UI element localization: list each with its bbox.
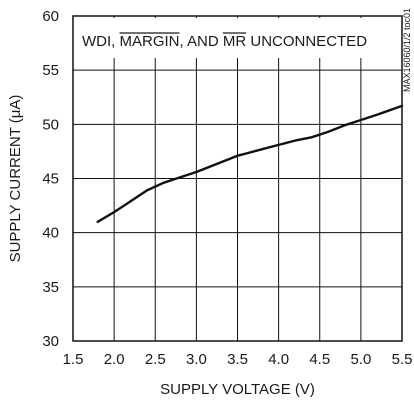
y-tick-label: 50 (42, 116, 59, 133)
annotation-part: UNCONNECTED (246, 33, 367, 50)
plot-frame (72, 15, 403, 342)
x-tick-label: 2.5 (145, 351, 166, 368)
annotation-text: WDI, MARGIN, AND MR UNCONNECTED (82, 33, 367, 50)
y-axis-label: SUPPLY CURRENT (μA) (7, 95, 24, 263)
y-axis-ticks: 30 35 40 45 50 55 60 (42, 8, 59, 350)
annotation-part: MR (223, 33, 246, 50)
x-axis-ticks: 1.5 2.0 2.5 3.0 3.5 4.0 4.5 5.0 5.5 (63, 351, 413, 368)
figure-id-label: MAX16060/1/2 toc01 (402, 8, 412, 92)
y-tick-label: 35 (42, 279, 59, 296)
x-tick-label: 3.5 (227, 351, 248, 368)
x-axis-label: SUPPLY VOLTAGE (V) (160, 381, 315, 398)
x-tick-label: 2.0 (104, 351, 125, 368)
annotation-box (75, 18, 376, 58)
x-tick-label: 5.0 (350, 351, 371, 368)
x-tick-label: 4.5 (309, 351, 330, 368)
annotation-part: MARGIN (120, 33, 180, 50)
x-tick-label: 4.0 (268, 351, 289, 368)
grid-layer (73, 16, 402, 341)
y-tick-label: 40 (42, 225, 59, 242)
annotation-part: WDI, (82, 33, 120, 50)
annotation-part: , AND (180, 33, 223, 50)
series-line (96, 104, 404, 224)
y-tick-label: 55 (42, 62, 59, 79)
x-tick-label: 5.5 (392, 351, 413, 368)
data-layer (96, 104, 404, 224)
y-tick-label: 60 (42, 8, 59, 25)
x-tick-label: 1.5 (63, 351, 84, 368)
y-tick-label: 30 (42, 333, 59, 350)
y-tick-label: 45 (42, 171, 59, 188)
x-tick-label: 3.0 (186, 351, 207, 368)
